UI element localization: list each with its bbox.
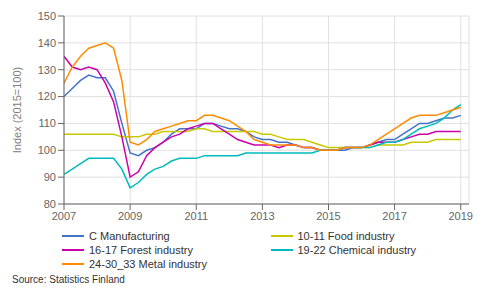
svg-text:120: 120 <box>38 90 56 102</box>
svg-text:80: 80 <box>44 198 56 210</box>
html-text:16-17 Forest industry: 16-17 Forest industry <box>89 244 193 256</box>
html-text:24-30_33 Metal industry: 24-30_33 Metal industry <box>89 258 207 270</box>
svg-text:2011: 2011 <box>184 210 208 222</box>
svg-text:2017: 2017 <box>382 210 406 222</box>
html-text:10-11 Food industry: 10-11 Food industry <box>297 230 395 242</box>
svg-text:150: 150 <box>38 10 56 22</box>
svg-text:100: 100 <box>38 144 56 156</box>
svg-text:110: 110 <box>38 117 56 129</box>
html-text:Source: Statistics Finland: Source: Statistics Finland <box>12 274 125 285</box>
svg-text:2015: 2015 <box>316 210 340 222</box>
svg-text:2013: 2013 <box>250 210 274 222</box>
svg-text:140: 140 <box>38 37 56 49</box>
svg-text:90: 90 <box>44 171 56 183</box>
svg-text:Index (2015=100): Index (2015=100) <box>11 67 23 154</box>
html-text:C Manufacturing: C Manufacturing <box>89 230 170 242</box>
html-text:19-22 Chemical industry: 19-22 Chemical industry <box>297 244 417 256</box>
svg-text:2019: 2019 <box>448 210 472 222</box>
svg-text:2009: 2009 <box>118 210 142 222</box>
svg-text:130: 130 <box>38 64 56 76</box>
svg-text:2007: 2007 <box>52 210 76 222</box>
